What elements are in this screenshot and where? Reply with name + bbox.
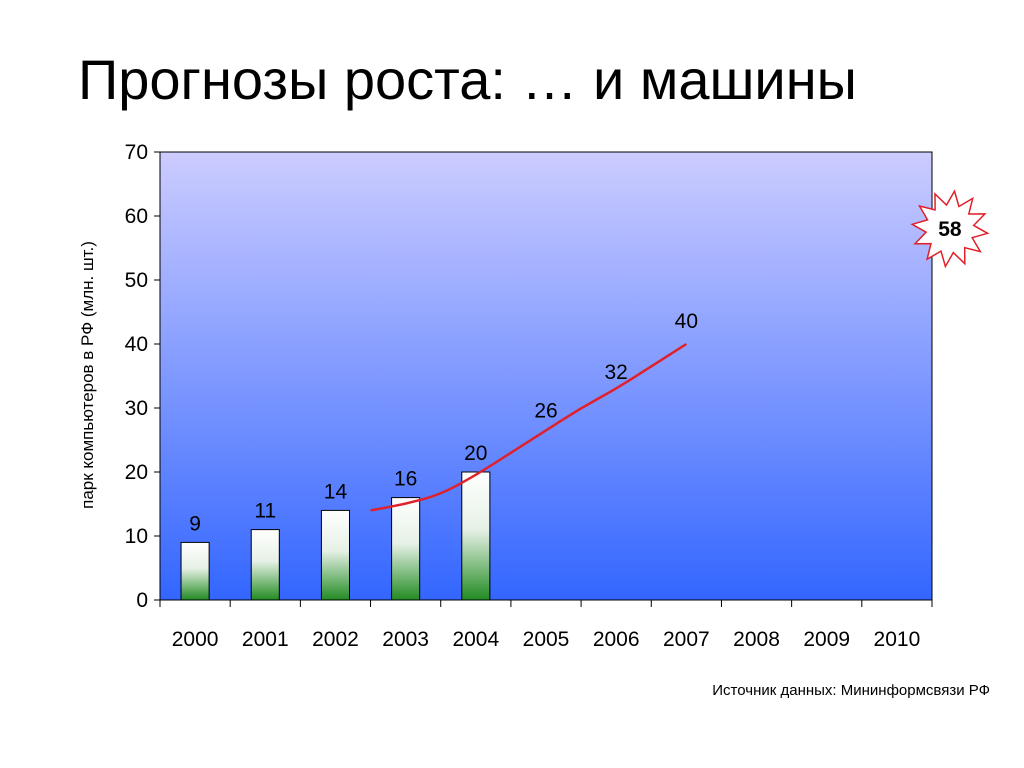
forecast-value-label: 32 (605, 361, 628, 384)
x-tick-label: 2002 (312, 628, 359, 651)
x-tick-label: 2000 (172, 628, 219, 651)
x-tick-label: 2010 (874, 628, 921, 651)
y-tick-label: 50 (125, 269, 148, 292)
callout-value-label: 58 (938, 218, 962, 241)
x-tick-label: 2009 (803, 628, 850, 651)
bar-value-label: 14 (324, 480, 348, 503)
bar-value-label: 20 (464, 442, 487, 465)
y-tick-label: 60 (125, 205, 148, 228)
bar-2000 (180, 541, 210, 601)
bar-2004 (461, 471, 491, 601)
bar-2001 (250, 529, 280, 601)
x-tick-label: 2003 (382, 628, 429, 651)
forecast-value-label: 40 (675, 310, 698, 333)
slide-title: Прогнозы роста: … и машины (78, 48, 857, 111)
y-tick-label: 10 (125, 525, 148, 548)
forecast-line (370, 342, 688, 512)
bar-value-label: 16 (394, 468, 417, 491)
x-tick-label: 2008 (733, 628, 780, 651)
y-tick-label: 40 (125, 333, 148, 356)
bar-2003 (391, 497, 421, 601)
y-tick-label: 20 (125, 461, 148, 484)
callout-starburst (910, 189, 990, 269)
y-tick-label: 30 (125, 397, 148, 420)
x-tick-label: 2005 (523, 628, 570, 651)
x-tick-label: 2006 (593, 628, 640, 651)
x-tick-label: 2007 (663, 628, 710, 651)
data-source-note: Источник данных: Мининформсвязи РФ (712, 682, 990, 699)
forecast-value-label: 26 (534, 400, 557, 423)
x-tick-label: 2001 (242, 628, 289, 651)
y-tick-label: 0 (136, 589, 148, 612)
plot-area (159, 151, 933, 601)
x-tick-label: 2004 (452, 628, 499, 651)
bar-value-label: 9 (189, 512, 201, 535)
bar-2002 (320, 509, 350, 601)
bar-value-label: 11 (254, 500, 276, 523)
y-axis-label: парк компьютеров в РФ (млн. шт.) (78, 241, 97, 509)
y-tick-label: 70 (125, 141, 148, 164)
